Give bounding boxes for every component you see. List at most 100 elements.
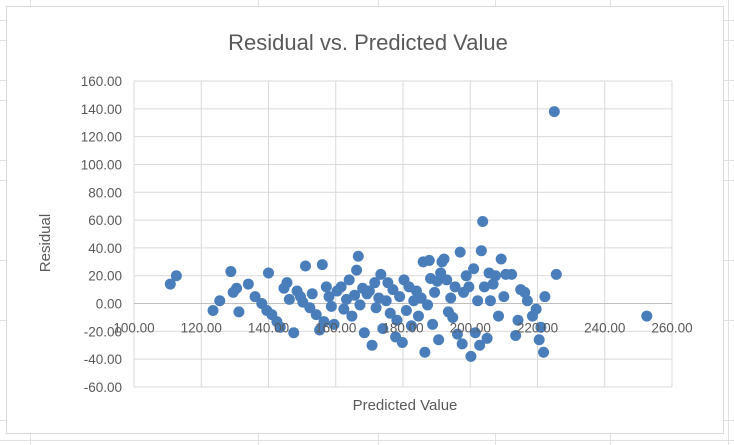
data-point[interactable]: [412, 310, 424, 322]
data-point[interactable]: [427, 318, 439, 330]
data-point[interactable]: [456, 338, 468, 350]
data-point[interactable]: [354, 299, 366, 311]
data-point[interactable]: [465, 350, 477, 362]
data-point[interactable]: [447, 311, 459, 323]
data-point[interactable]: [512, 314, 524, 326]
data-point[interactable]: [318, 316, 330, 328]
data-point[interactable]: [484, 295, 496, 307]
data-point[interactable]: [263, 267, 274, 279]
chart-area[interactable]: 160.00 140.00 120.00 100.00 80.00 60.00 40.00 2…: [6, 6, 724, 434]
data-point[interactable]: [316, 259, 328, 271]
data-point[interactable]: [370, 302, 382, 314]
data-point[interactable]: [328, 318, 340, 330]
data-point[interactable]: [405, 320, 417, 332]
data-point[interactable]: [539, 291, 551, 303]
data-point[interactable]: [214, 295, 226, 307]
data-point[interactable]: [164, 278, 176, 290]
data-point[interactable]: [415, 292, 427, 304]
data-point[interactable]: [346, 310, 358, 322]
data-point[interactable]: [550, 268, 562, 280]
data-point[interactable]: [521, 295, 533, 307]
data-point[interactable]: [380, 295, 392, 307]
data-point[interactable]: [530, 303, 542, 315]
data-point[interactable]: [335, 281, 347, 293]
data-point[interactable]: [396, 336, 408, 348]
data-point[interactable]: [233, 306, 245, 318]
data-point[interactable]: [495, 253, 507, 265]
data-point[interactable]: [519, 286, 531, 298]
data-point[interactable]: [472, 295, 484, 307]
data-point[interactable]: [377, 323, 389, 335]
data-point[interactable]: [419, 346, 431, 358]
data-point[interactable]: [242, 278, 254, 290]
data-point[interactable]: [438, 253, 450, 265]
data-point[interactable]: [441, 274, 453, 286]
data-point[interactable]: [338, 303, 350, 315]
chart-title: Residual vs. Predicted Value: [228, 30, 508, 55]
data-point[interactable]: [506, 268, 518, 280]
data-point[interactable]: [207, 305, 219, 316]
data-point[interactable]: [481, 332, 493, 344]
data-point[interactable]: [423, 254, 435, 266]
data-point[interactable]: [548, 106, 560, 118]
data-point[interactable]: [320, 281, 332, 293]
data-point[interactable]: [641, 310, 653, 322]
data-point[interactable]: [433, 334, 445, 346]
data-point[interactable]: [400, 305, 412, 316]
data-point[interactable]: [474, 339, 486, 351]
data-point[interactable]: [343, 274, 355, 286]
data-point[interactable]: [489, 270, 501, 282]
data-point[interactable]: [475, 245, 487, 257]
data-point[interactable]: [463, 281, 475, 293]
data-point[interactable]: [231, 282, 243, 294]
data-point[interactable]: [535, 321, 547, 333]
data-point[interactable]: [422, 299, 434, 311]
data-point[interactable]: [478, 281, 490, 293]
data-point[interactable]: [375, 268, 387, 280]
data-point[interactable]: [363, 285, 375, 297]
data-point[interactable]: [306, 288, 318, 300]
data-point[interactable]: [314, 324, 326, 336]
data-point[interactable]: [487, 278, 499, 290]
data-point[interactable]: [460, 270, 472, 282]
data-point[interactable]: [358, 327, 370, 339]
data-point[interactable]: [449, 281, 461, 293]
data-point[interactable]: [349, 289, 361, 301]
data-point[interactable]: [510, 330, 522, 342]
data-point[interactable]: [310, 309, 322, 321]
data-point[interactable]: [431, 275, 443, 287]
data-point[interactable]: [304, 302, 316, 314]
data-point[interactable]: [170, 270, 182, 282]
x-axis-tick-labels: 100.00 120.00 140.00 160.00 180.00 200.00 220.…: [113, 321, 692, 336]
data-point[interactable]: [469, 327, 481, 339]
data-point[interactable]: [445, 292, 457, 304]
data-point[interactable]: [429, 286, 441, 298]
data-point[interactable]: [352, 250, 364, 262]
data-point[interactable]: [299, 260, 311, 272]
data-point[interactable]: [454, 246, 466, 258]
data-point[interactable]: [387, 284, 399, 296]
data-point[interactable]: [498, 291, 510, 303]
data-point[interactable]: [394, 291, 406, 303]
data-point[interactable]: [451, 328, 463, 340]
data-point[interactable]: [281, 277, 293, 289]
data-point[interactable]: [468, 263, 480, 275]
data-point[interactable]: [492, 310, 504, 322]
data-point[interactable]: [366, 339, 378, 351]
data-point[interactable]: [391, 314, 403, 326]
x-tick-label: 200.00: [450, 321, 491, 336]
data-point[interactable]: [533, 334, 545, 346]
data-point[interactable]: [225, 266, 237, 278]
data-point[interactable]: [283, 293, 295, 305]
data-point[interactable]: [274, 321, 286, 333]
data-point[interactable]: [249, 291, 261, 303]
data-point[interactable]: [538, 346, 550, 358]
data-point[interactable]: [384, 307, 396, 319]
data-point[interactable]: [477, 215, 489, 227]
data-point[interactable]: [288, 327, 300, 339]
data-point[interactable]: [369, 277, 381, 289]
data-point[interactable]: [323, 291, 335, 303]
data-point[interactable]: [325, 300, 337, 312]
data-point[interactable]: [351, 264, 363, 276]
data-point[interactable]: [341, 293, 353, 305]
